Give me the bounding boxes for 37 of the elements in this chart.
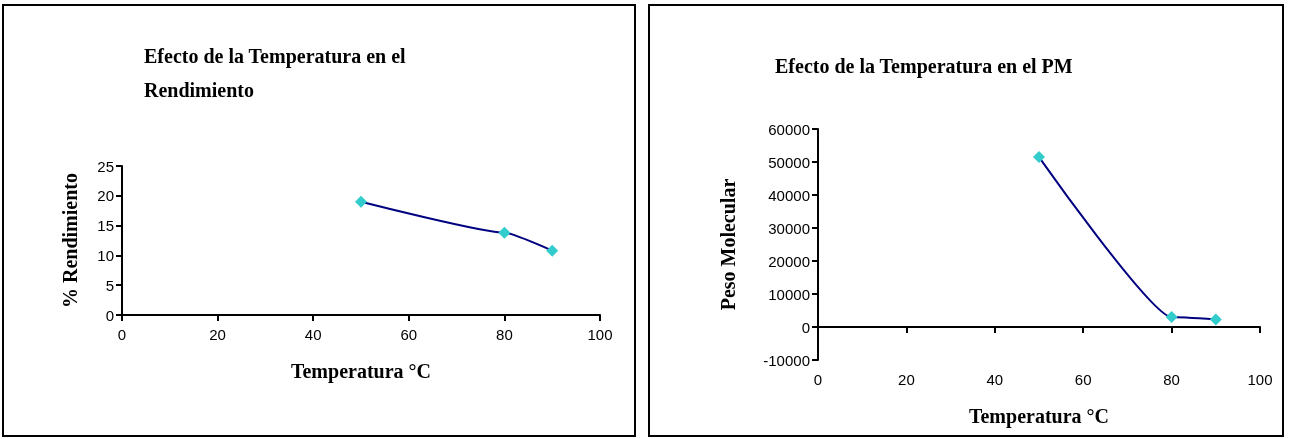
y-tick-label: 10000 [768,285,810,303]
y-tick-label: 5 [105,276,114,294]
x-tick-label: 40 [304,326,322,343]
y-tick-label: 15 [97,217,114,235]
point [355,195,367,208]
chart-title: Efecto de la Temperatura en el PM [775,55,1073,78]
x-axis-title: Temperatura °C [968,405,1110,428]
point [1165,311,1178,324]
y-tick-label: 25 [97,157,114,175]
point [1209,313,1222,326]
y-axis-title: Peso Molecular [717,178,739,311]
y-tick-label: 60000 [768,120,810,138]
point [498,226,511,239]
y-tick-label: 30000 [768,219,810,237]
y-tick-label: 40000 [768,186,810,204]
x-tick-label: 0 [813,371,823,388]
x-tick-label: 100 [1247,371,1273,388]
y-tick-label: 20 [97,187,114,205]
y-tick-label: 50000 [768,153,810,171]
y-tick-label: -10000 [763,351,810,369]
x-tick-label: 100 [587,326,613,343]
chart-title: Efecto de la Temperatura en el Rendimiento [144,45,411,101]
y-tick-label: 10 [97,246,114,264]
point [546,244,559,257]
x-tick-label: 20 [898,371,915,388]
x-tick-label: 60 [400,326,418,343]
y-axis-title: % Rendimiento [59,173,81,308]
x-tick-label: 80 [496,326,513,343]
point [1033,151,1045,164]
y-tick-label: 0 [105,306,114,324]
x-tick-label: 80 [1163,371,1180,388]
x-tick-label: 60 [1074,371,1092,388]
x-tick-label: 20 [209,326,226,343]
x-tick-label: 0 [117,326,127,343]
x-axis-title: Temperatura °C [290,360,432,383]
y-tick-label: 20000 [768,252,810,270]
x-tick-label: 40 [986,371,1004,388]
